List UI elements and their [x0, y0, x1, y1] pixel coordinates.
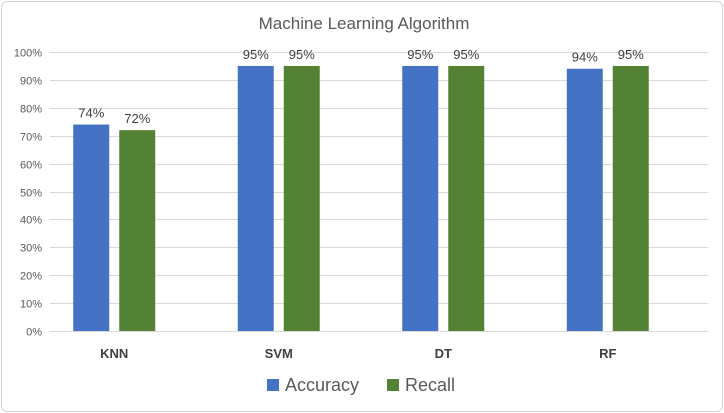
- bar-recall-dt: [448, 65, 485, 331]
- x-tick-label: DT: [435, 346, 452, 361]
- y-tick-label: 60%: [20, 160, 42, 172]
- y-tick-label: 90%: [20, 76, 42, 88]
- legend: Accuracy Recall: [267, 375, 455, 395]
- x-axis-ticks: KNN SVM DT RF: [100, 346, 616, 361]
- data-label: 94%: [572, 50, 598, 65]
- x-tick-label: KNN: [100, 346, 128, 361]
- y-tick-label: 70%: [20, 132, 42, 144]
- y-tick-label: 50%: [20, 188, 42, 200]
- y-tick-label: 30%: [20, 243, 42, 255]
- y-tick-label: 40%: [20, 215, 42, 227]
- chart-title: Machine Learning Algorithm: [259, 14, 470, 33]
- x-tick-label: SVM: [265, 346, 293, 361]
- data-label: 72%: [124, 111, 150, 126]
- y-tick-label: 100%: [14, 48, 42, 60]
- legend-label-recall: Recall: [405, 375, 455, 395]
- data-label: 95%: [407, 47, 433, 62]
- bar-accuracy-dt: [402, 65, 439, 331]
- y-tick-label: 80%: [20, 104, 42, 116]
- bar-recall-svm: [283, 65, 320, 331]
- data-label: 74%: [78, 106, 104, 121]
- bar-accuracy-rf: [566, 68, 603, 332]
- legend-swatch-accuracy: [267, 379, 279, 391]
- bar-recall-knn: [119, 130, 156, 331]
- data-label: 95%: [453, 47, 479, 62]
- y-tick-label: 20%: [20, 271, 42, 283]
- y-axis-ticks: 0% 10% 20% 30% 40% 50% 60% 70% 80% 90% 100%: [14, 48, 42, 339]
- bars: [73, 65, 649, 332]
- data-labels: 74% 72% 95% 95% 95% 95% 94% 95%: [78, 47, 644, 126]
- data-label: 95%: [289, 47, 315, 62]
- data-label: 95%: [618, 47, 644, 62]
- legend-swatch-recall: [387, 379, 399, 391]
- bar-recall-rf: [612, 65, 649, 331]
- bar-accuracy-svm: [237, 65, 274, 331]
- bar-accuracy-knn: [73, 124, 110, 331]
- legend-label-accuracy: Accuracy: [285, 375, 359, 395]
- y-tick-label: 0%: [26, 327, 42, 339]
- y-tick-label: 10%: [20, 299, 42, 311]
- data-label: 95%: [243, 47, 269, 62]
- x-tick-label: RF: [599, 346, 616, 361]
